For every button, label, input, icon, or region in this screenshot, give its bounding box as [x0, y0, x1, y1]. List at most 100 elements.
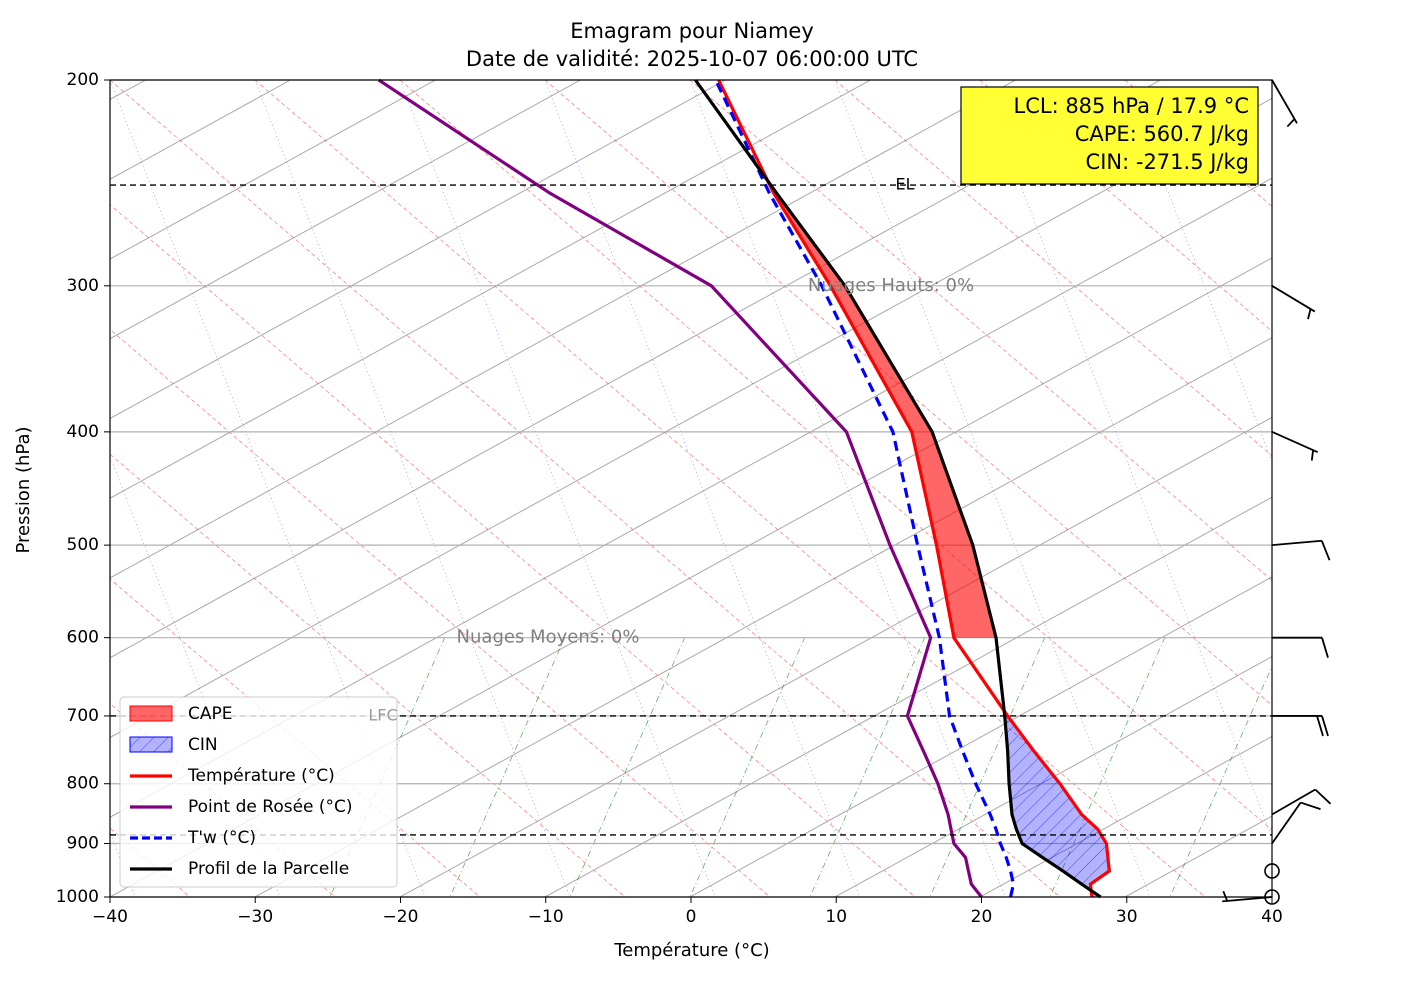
y-tick-label: 200 [67, 70, 99, 90]
mixing-ratio [1290, 637, 1404, 897]
y-axis-label: Pression (hPa) [13, 426, 34, 553]
profile-line [377, 78, 983, 898]
dry-adiabat [1269, 80, 1272, 83]
moist-adiabat [544, 80, 861, 897]
x-tick-label: −10 [528, 907, 564, 927]
cape-area [773, 193, 997, 638]
y-tick-label: 1000 [56, 887, 99, 907]
y-tick-label: 600 [67, 628, 99, 648]
info-line: LCL: 885 hPa / 17.9 °C [1014, 94, 1250, 118]
dry-adiabat [834, 80, 1272, 457]
dry-adiabat [544, 80, 1272, 706]
legend-label: Profil de la Parcelle [188, 859, 349, 879]
x-tick-label: 30 [1116, 907, 1138, 927]
legend-swatch [129, 705, 173, 722]
dry-adiabat [979, 80, 1272, 332]
moist-adiabat [689, 80, 1006, 897]
dry-adiabat [399, 80, 1272, 831]
isotherm-line [1269, 895, 1272, 897]
isotherm-line [110, 80, 872, 499]
cloud-note: Nuages Hauts: 0% [808, 275, 974, 296]
x-tick-label: 20 [971, 907, 993, 927]
chart-subtitle: Date de validité: 2025-10-07 06:00:00 UT… [466, 47, 918, 71]
legend-label: Point de Rosée (°C) [188, 797, 353, 817]
moist-adiabat [1269, 80, 1272, 87]
x-axis-label: Température (°C) [613, 940, 769, 961]
isotherm-line [110, 80, 1017, 579]
y-tick-label: 400 [67, 422, 99, 442]
mixing-ratio [1169, 665, 1272, 897]
legend-box [119, 696, 398, 888]
legend-swatch-hatch [130, 737, 172, 752]
y-tick-label: 500 [67, 535, 99, 555]
station-circle [1264, 889, 1280, 905]
isotherm-line [834, 656, 1272, 897]
moist-adiabat [1124, 80, 1272, 463]
y-tick-label: 300 [67, 276, 99, 296]
x-tick-label: −40 [92, 907, 128, 927]
isotherm-line [979, 735, 1272, 897]
info-box-bg [960, 86, 1259, 185]
isotherm-line [110, 80, 727, 420]
x-tick-label: −20 [383, 907, 419, 927]
x-tick-label: 10 [825, 907, 847, 927]
dry-adiabat [110, 204, 916, 897]
wind-barb [1272, 715, 1329, 737]
info-line: CIN: -271.5 J/kg [1086, 150, 1249, 174]
mixing-ratio [929, 636, 1046, 897]
info-line: CAPE: 560.7 J/kg [1075, 122, 1249, 146]
wind-barb [1271, 431, 1319, 461]
isotherm-line [254, 337, 1272, 897]
calm-wind [1264, 863, 1280, 879]
profile-line [714, 79, 1016, 898]
level-label: LFC [368, 705, 397, 724]
mixing-ratio [569, 636, 686, 897]
level-label: EL [895, 175, 914, 194]
y-tick-label: 800 [67, 774, 99, 794]
mixing-ratio [809, 636, 926, 897]
moist-adiabat [834, 80, 1151, 897]
chart-title: Emagram pour Niamey [570, 19, 814, 43]
profile-line [694, 79, 1102, 899]
cloud-note: Nuages Moyens: 0% [457, 627, 640, 648]
y-tick-label: 900 [67, 834, 99, 854]
legend-label: CAPE [188, 704, 233, 724]
isotherm-line [110, 80, 582, 340]
wind-barb [1271, 801, 1321, 845]
legend-label: T'w (°C) [187, 828, 256, 848]
cin-area-tint [1004, 715, 1110, 897]
cin-area [1004, 715, 1110, 897]
mixing-ratio [689, 636, 806, 897]
isotherm-line [399, 416, 1272, 897]
dry-adiabat [254, 80, 1206, 897]
wind-barb [1271, 285, 1316, 320]
legend: CAPE CIN Température (°C) Point de Rosée (°… [119, 696, 398, 888]
isotherm-line [110, 80, 437, 260]
profiles: Nuages Hauts: 0% Nuages Moyens: 0% [110, 78, 1272, 899]
info-box: EL LFC LCL: 885 hPa / 17.9 °C CAPE: 560.7 J… [368, 86, 1259, 724]
profile-line [717, 79, 1112, 898]
wind-barb [1222, 890, 1273, 903]
wind-barb [1271, 79, 1298, 128]
legend-label: Température (°C) [187, 766, 335, 786]
wind-barb [1271, 539, 1331, 561]
isotherm-line [0, 0, 70, 897]
dry-adiabat [689, 80, 1272, 581]
fills [773, 193, 1110, 897]
moist-adiabat [399, 80, 716, 897]
isotherm-line [110, 80, 292, 180]
wind-barbs [1222, 79, 1332, 905]
dry-adiabat [110, 80, 1061, 897]
isotherm-line [544, 496, 1272, 897]
mixing-ratio [449, 636, 566, 897]
legend-label: CIN [188, 735, 218, 755]
x-tick-label: −30 [237, 907, 273, 927]
isotherm-line [689, 576, 1272, 897]
x-tick-label: 0 [686, 907, 697, 927]
wind-barb [1272, 636, 1329, 658]
y-tick-label: 700 [67, 706, 99, 726]
wind-barb [1271, 788, 1332, 816]
x-tick-label: 40 [1261, 907, 1283, 927]
